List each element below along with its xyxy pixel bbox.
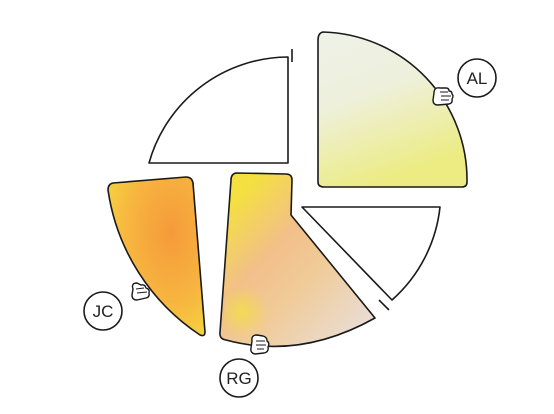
badge-al: AL	[457, 58, 497, 98]
badge-rg: RG	[219, 358, 259, 398]
badge-label-jc: JC	[93, 302, 114, 321]
badge-label-al: AL	[467, 69, 488, 88]
hand-icon-jc	[131, 282, 150, 301]
pie-slice-al	[317, 31, 468, 188]
pie-slice-jc	[107, 176, 206, 337]
pie-slice-outline-top-left	[148, 56, 289, 164]
hand-icon-rg	[250, 334, 270, 355]
pie-slice-outline-right	[301, 206, 441, 301]
badge-jc: JC	[83, 291, 123, 331]
pie-divider-bottom	[378, 299, 390, 311]
hand-icon-al	[432, 87, 454, 106]
badge-label-rg: RG	[226, 369, 252, 388]
